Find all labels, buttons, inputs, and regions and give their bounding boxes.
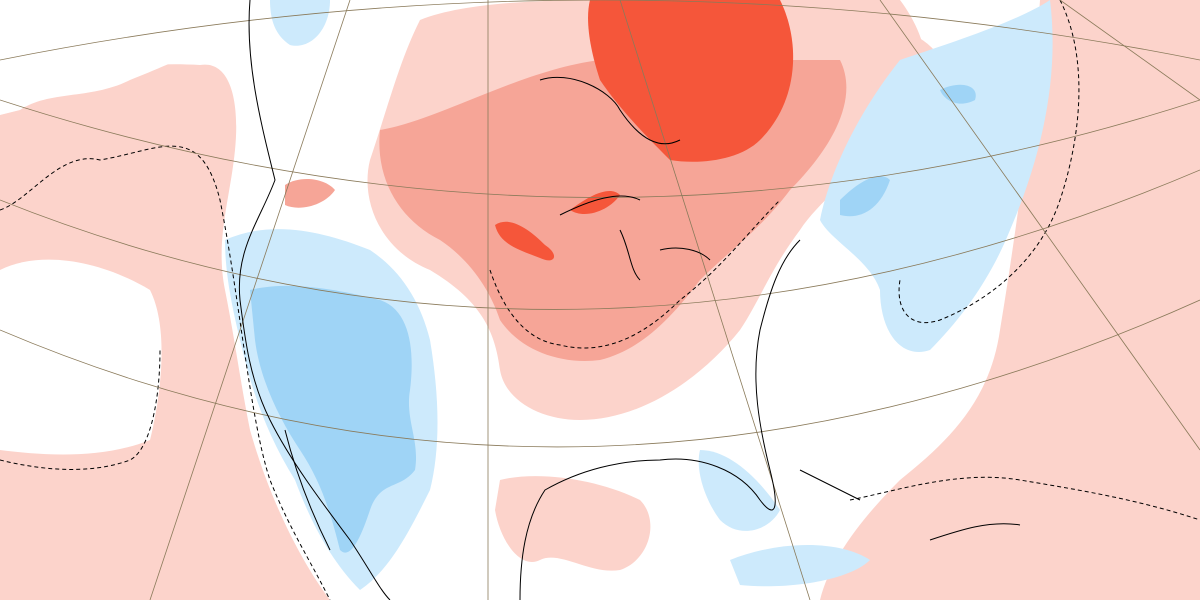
- parallel-line: [0, 99, 1200, 198]
- parallel-line: [0, 169, 1200, 310]
- meridian-line: [149, 0, 351, 600]
- meridian-line: [879, 0, 1200, 451]
- florida-cool-region: [698, 450, 780, 531]
- west-coastline: [238, 0, 391, 600]
- west-cool-core: [250, 285, 417, 553]
- great-lakes: [559, 195, 711, 281]
- hudson-bay: [539, 76, 681, 145]
- warm-strong-regions: [495, 0, 794, 261]
- lake-superior-warm-spot: [570, 190, 620, 215]
- midwest-warm-spot: [495, 221, 555, 261]
- caribbean-contour: [849, 476, 1200, 521]
- pacific-contour: [0, 145, 331, 600]
- atlantic-warm-region: [820, 0, 1200, 600]
- pacific-warm-region: [0, 64, 330, 600]
- atlantic-cool-region: [820, 0, 1053, 352]
- neutral-regions: [0, 0, 240, 455]
- atlantic-contour: [898, 0, 1080, 324]
- coastlines: [238, 0, 1021, 600]
- caribbean-islands: [799, 469, 1021, 541]
- atlantic-cool-core: [840, 176, 890, 217]
- midwest-contour: [489, 199, 781, 349]
- caribbean-cool-region: [730, 545, 870, 587]
- hudson-warm-core: [588, 0, 794, 162]
- gulf-coastline: [519, 239, 801, 600]
- labrador-cool-core: [940, 84, 976, 104]
- pacific-neutral-region: [0, 259, 162, 455]
- cool-medium-regions: [250, 84, 976, 553]
- pacific-north-neutral-region: [0, 0, 240, 115]
- parallel-line: [0, 299, 1200, 448]
- rockies-warm-core: [285, 178, 335, 208]
- gulf-warm-region: [495, 476, 651, 571]
- northwest-cool-region: [270, 0, 330, 46]
- parallel-line: [0, 0, 1200, 61]
- pacific-south-contour: [0, 349, 161, 470]
- baja-coastline: [284, 429, 331, 551]
- meridian-line: [619, 0, 811, 600]
- meridian-line: [1059, 0, 1200, 101]
